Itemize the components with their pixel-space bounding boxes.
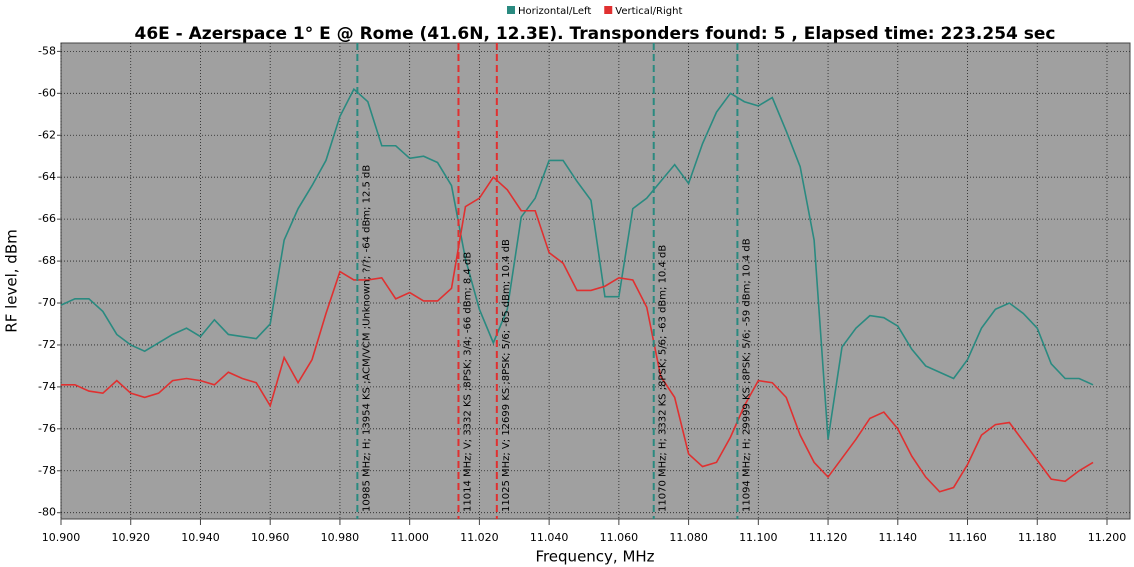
y-tick-label: -72 (38, 338, 56, 351)
x-tick-label: 11.020 (460, 531, 499, 544)
marker-label: 11014 MHz; V; 3332 KS ;8PSK; 3/4; -66 dB… (462, 252, 473, 512)
marker-label: 11025 MHz; V; 12699 KS ;8PSK; 5/6; -65 d… (501, 239, 512, 512)
marker-label: 11070 MHz; H; 3332 KS ;8PSK; 5/6; -63 dB… (658, 245, 669, 512)
x-tick-label: 11.120 (809, 531, 848, 544)
x-tick-label: 11.140 (879, 531, 918, 544)
x-tick-label: 11.100 (739, 531, 778, 544)
legend-swatch (507, 6, 515, 14)
marker-label: 10985 MHz; H; 13954 KS ;ACM/VCM ;Unknown… (361, 165, 372, 512)
legend-text: Horizontal/Left (518, 6, 591, 17)
y-tick-label: -68 (38, 254, 56, 267)
y-tick-label: -70 (38, 296, 56, 309)
y-tick-label: -58 (38, 44, 56, 57)
y-tick-label: -60 (38, 86, 56, 99)
legend: Horizontal/Left Vertical/Right (507, 6, 682, 17)
y-tick-label: -80 (38, 506, 56, 519)
x-tick-label: 11.160 (948, 531, 987, 544)
y-axis-label: RF level, dBm (3, 229, 21, 332)
x-tick-label: 11.040 (530, 531, 569, 544)
x-tick-label: 11.200 (1088, 531, 1127, 544)
y-tick-label: -64 (38, 170, 56, 183)
x-tick-label: 11.080 (669, 531, 708, 544)
x-tick-label: 10.960 (251, 531, 290, 544)
x-tick-label: 11.180 (1018, 531, 1057, 544)
marker-label: 11094 MHz; H; 29999 KS ;8PSK; 5/6; -59 d… (741, 238, 752, 512)
y-tick-label: -78 (38, 464, 56, 477)
y-tick-label: -62 (38, 128, 56, 141)
x-tick-label: 11.000 (390, 531, 429, 544)
series-line (60, 87, 1094, 440)
x-tick-label: 11.060 (600, 531, 639, 544)
x-tick-label: 10.920 (111, 531, 150, 544)
x-tick-label: 10.940 (181, 531, 220, 544)
y-tick-label: -74 (38, 380, 56, 393)
x-tick-label: 10.900 (42, 531, 81, 544)
x-axis-label: Frequency, MHz (535, 548, 654, 566)
plot-area (60, 42, 1131, 520)
y-tick-label: -76 (38, 422, 56, 435)
chart-title: 46E - Azerspace 1° E @ Rome (41.6N, 12.3… (134, 24, 1055, 44)
x-tick-label: 10.980 (321, 531, 360, 544)
legend-swatch (604, 6, 613, 14)
legend-text: Vertical/Right (615, 6, 682, 17)
y-tick-label: -66 (38, 212, 56, 225)
series-line (61, 175, 1094, 493)
